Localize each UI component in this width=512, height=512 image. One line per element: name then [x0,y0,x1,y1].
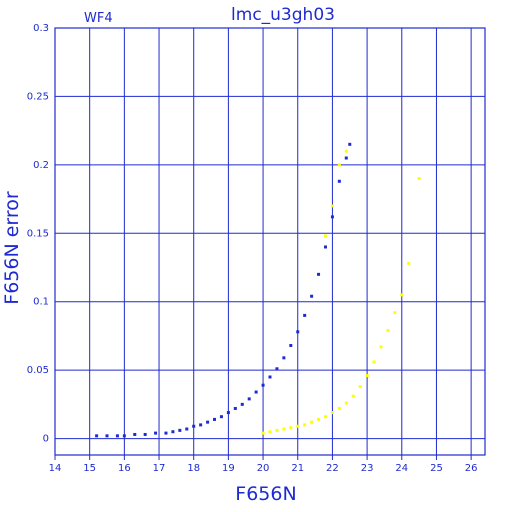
y-tick-label: 0.1 [33,297,49,308]
scatter-point [268,430,272,434]
y-tick-label: 0.2 [33,160,49,171]
scatter-point [143,432,147,436]
scatter-point [282,427,286,431]
data-points [95,142,421,438]
scatter-series-0 [95,142,352,438]
x-tick-label: 23 [361,463,374,474]
y-tick-label: 0.3 [33,23,49,34]
scatter-point [206,420,210,424]
scatter-point [337,163,341,167]
scatter-point [372,360,376,364]
x-tick-label: 14 [49,463,62,474]
scatter-point [365,374,369,378]
scatter-point [247,397,251,401]
scatter-point [303,423,307,427]
x-tick-label: 15 [83,463,96,474]
scatter-point [185,427,189,431]
scatter-point [344,156,348,160]
x-tick-label: 25 [430,463,443,474]
scatter-point [133,432,137,436]
scatter-point [268,375,272,379]
scatter-point [154,431,158,435]
x-tick-label: 20 [257,463,270,474]
scatter-point [337,406,341,410]
x-tick-label: 21 [291,463,304,474]
x-tick-label: 18 [187,463,200,474]
y-tick-label: 0 [43,434,49,445]
scatter-point [164,431,168,435]
scatter-point [296,330,300,334]
scatter-point [417,177,421,181]
scatter-point [192,424,196,428]
scatter-point [226,411,230,415]
scatter-point [310,420,314,424]
scatter-point [289,426,293,430]
x-axis-title: F656N [235,483,296,505]
scatter-point [240,402,244,406]
scatter-point [330,411,334,415]
scatter-point [233,406,237,410]
panel-label: WF4 [84,11,113,26]
scatter-point [323,234,327,238]
scatter-point [254,390,258,394]
scatter-point [296,424,300,428]
scatter-point [178,428,182,432]
scatter-point [386,328,390,332]
scatter-point [213,417,217,421]
scatter-point [261,431,265,435]
scatter-point [105,434,109,438]
y-tick-label: 0.05 [27,365,49,376]
scatter-point [379,345,383,349]
y-tick-label: 0.25 [27,91,49,102]
scatter-point [199,423,203,427]
scatter-point [115,434,119,438]
scatter-point [282,356,286,360]
x-tick-labels: 14 15 16 17 18 19 20 21 22 23 24 25 26 [49,463,478,474]
scatter-point [358,385,362,389]
scatter-point [323,245,327,249]
scatter-series-1 [261,149,421,435]
scatter-point [317,272,321,276]
x-tick-label: 17 [153,463,166,474]
scatter-point [337,179,341,183]
scatter-point [219,415,223,419]
x-tick-label: 16 [118,463,131,474]
scatter-point [317,417,321,421]
y-tick-labels: 0 0.05 0.1 0.15 0.2 0.25 0.3 [27,23,49,445]
plot-frame [54,27,486,456]
scatter-point [323,415,327,419]
scatter-point [400,293,404,297]
x-tick-label: 19 [222,463,235,474]
y-tick-label: 0.15 [27,228,49,239]
y-axis-title: F656N error [1,191,23,305]
scatter-point [407,261,411,265]
scatter-point [95,434,99,438]
scatter-point [310,294,314,298]
scatter-point [275,367,279,371]
x-tick-label: 26 [465,463,478,474]
scatter-point [275,428,279,432]
scatter-point [330,204,334,208]
scatter-point [171,430,175,434]
scatter-point [261,383,265,387]
scatter-point [393,311,397,315]
scatter-point [303,313,307,317]
scatter-point [348,142,352,146]
scatter-point [344,149,348,153]
x-tick-label: 22 [326,463,339,474]
x-tick-label: 24 [395,463,408,474]
scatter-point [351,394,355,398]
scatter-point [289,344,293,348]
chart-title: lmc_u3gh03 [231,5,335,25]
scatter-point [122,434,126,438]
scatter-point [330,215,334,219]
scatter-point [344,401,348,405]
